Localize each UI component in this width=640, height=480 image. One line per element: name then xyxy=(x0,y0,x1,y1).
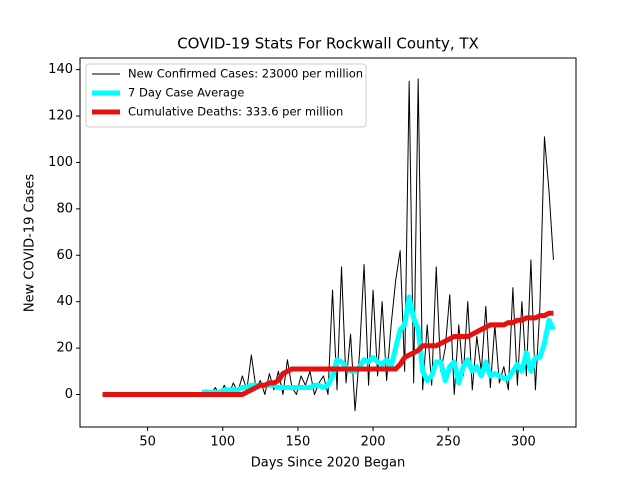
y-axis-label: New COVID-19 Cases xyxy=(23,174,38,312)
x-tick-label: 200 xyxy=(361,435,386,450)
chart-title: COVID-19 Stats For Rockwall County, TX xyxy=(177,35,479,53)
y-tick-label: 60 xyxy=(56,248,73,263)
series-line xyxy=(102,310,554,398)
legend-label: New Confirmed Cases: 23000 per million xyxy=(128,67,363,81)
x-axis-label: Days Since 2020 Began xyxy=(251,456,406,471)
y-tick-label: 120 xyxy=(48,109,73,124)
y-tick-label: 0 xyxy=(65,387,73,402)
y-tick-label: 100 xyxy=(48,155,73,170)
legend-label: Cumulative Deaths: 333.6 per million xyxy=(128,105,343,119)
x-tick-label: 150 xyxy=(286,435,311,450)
plot-frame xyxy=(79,57,577,428)
y-tick-label: 40 xyxy=(56,294,73,309)
x-tick-label: 250 xyxy=(436,435,461,450)
y-tick-label: 20 xyxy=(56,341,73,356)
legend-box xyxy=(85,63,367,128)
x-tick-label: 50 xyxy=(139,435,156,450)
legend-label: 7 Day Case Average xyxy=(128,86,244,100)
y-tick-label: 140 xyxy=(48,62,73,77)
x-tick-label: 300 xyxy=(511,435,536,450)
y-tick-label: 80 xyxy=(56,201,73,216)
x-tick-label: 100 xyxy=(210,435,235,450)
